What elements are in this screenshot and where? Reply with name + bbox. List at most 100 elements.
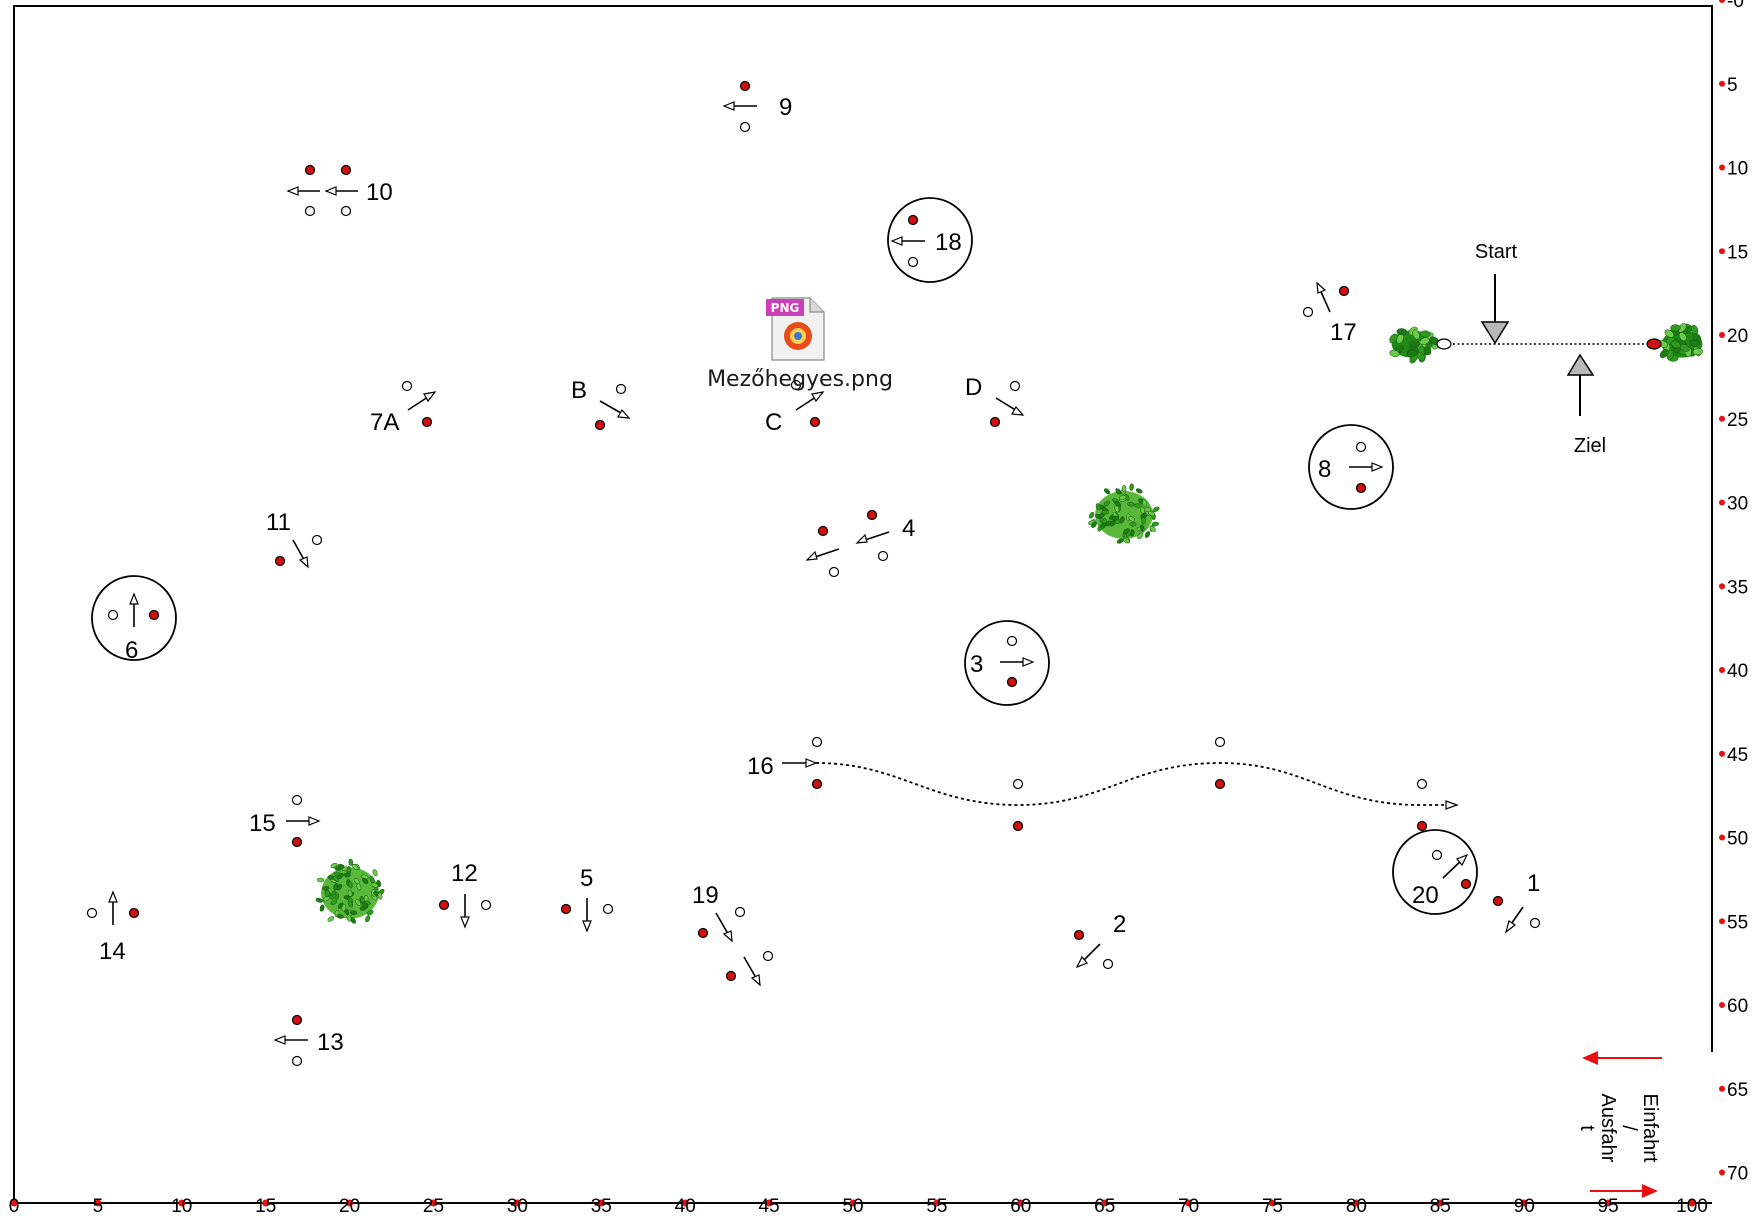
- x-tick-dot: [1101, 1199, 1109, 1207]
- x-tick-label: 15: [255, 1196, 276, 1216]
- hedges: [315, 323, 1704, 924]
- y-tick-label: 55: [1727, 912, 1748, 933]
- start-label: Start: [1475, 241, 1518, 263]
- y-tick-dot: [1719, 332, 1725, 338]
- y-tick-label: 25: [1727, 410, 1748, 431]
- obstacle-3-label: 3: [970, 651, 983, 678]
- y-tick-label: 15: [1727, 242, 1748, 263]
- x-tick-dot: [1688, 1199, 1696, 1207]
- obstacle-18-label: 18: [935, 229, 962, 256]
- y-tick-label: 60: [1727, 996, 1748, 1017]
- y-tick-label: 10: [1727, 159, 1748, 180]
- y-tick-dot: [1719, 583, 1725, 590]
- x-axis: 0 5 10 15 20 25 30 35 40 45 50 55 60 65 70 75 80 85 90 95 10…: [9, 1196, 1708, 1216]
- entry-exit-line-3: Ausfahr: [1597, 1094, 1619, 1163]
- x-tick-dot: [597, 1199, 605, 1207]
- obstacle-20: 20: [1392, 829, 1478, 915]
- y-tick-dot: [1719, 1002, 1725, 1008]
- y-tick-dot: [1719, 667, 1725, 673]
- x-tick-dot: [430, 1199, 437, 1207]
- ziel-arrow-head: [1566, 353, 1595, 376]
- entry-exit-line-2: /: [1618, 1125, 1640, 1131]
- obstacle-13: 13: [273, 1014, 344, 1067]
- obstacle-9: 9: [722, 80, 792, 133]
- ziel-label: Ziel: [1574, 435, 1606, 457]
- x-tick-label: 65: [1094, 1196, 1115, 1216]
- x-tick-dot: [1520, 1199, 1528, 1207]
- x-tick-label: 30: [507, 1196, 528, 1216]
- obstacle-14-label: 14: [99, 938, 126, 965]
- y-tick-dot: [1719, 750, 1725, 757]
- x-tick-label: 50: [842, 1196, 863, 1216]
- x-tick-dot: [1269, 1199, 1276, 1207]
- obstacle-4-label: 4: [902, 515, 915, 542]
- obstacle-2-label: 2: [1113, 911, 1126, 938]
- x-tick-label: 25: [423, 1196, 444, 1216]
- x-tick-label: 55: [926, 1196, 947, 1216]
- x-tick-label: 0: [9, 1196, 20, 1216]
- obstacle-18: 18: [887, 197, 973, 283]
- x-tick-dot: [346, 1199, 354, 1207]
- obstacle-17: 17: [1302, 281, 1357, 346]
- y-tick-dot: [1719, 415, 1725, 422]
- hedge-bush: [1088, 483, 1160, 544]
- y-tick-label: 70: [1727, 1164, 1748, 1185]
- obstacle-15-label: 15: [249, 810, 276, 837]
- x-tick-dot: [1185, 1199, 1193, 1207]
- obstacle-d-label: D: [965, 374, 982, 401]
- obstacle-19: 19: [692, 882, 774, 987]
- obstacle-15: 15: [249, 794, 321, 848]
- x-tick-dot: [1017, 1199, 1025, 1207]
- x-tick-label: 80: [1346, 1196, 1367, 1216]
- obstacle-14: 14: [86, 890, 140, 965]
- obstacle-11-label: 11: [266, 509, 291, 536]
- x-tick-label: 10: [171, 1196, 192, 1216]
- start-post-red: [1646, 338, 1662, 350]
- png-file-icon[interactable]: PNG: [766, 297, 825, 361]
- obstacle-8: 8: [1308, 424, 1394, 510]
- obstacle-13-label: 13: [317, 1029, 344, 1056]
- obstacle-5: 5: [560, 865, 614, 933]
- x-tick-dot: [765, 1199, 773, 1207]
- obstacle-b-label: B: [571, 377, 587, 404]
- x-tick-label: 45: [759, 1196, 780, 1216]
- obstacle-6-label: 6: [125, 637, 138, 664]
- obstacle-d: D: [965, 374, 1025, 428]
- y-tick-dot: [1719, 1085, 1725, 1092]
- x-tick-label: 90: [1514, 1196, 1535, 1216]
- x-tick-dot: [933, 1199, 941, 1207]
- obstacle-1: 1: [1492, 870, 1540, 934]
- x-tick-label: 35: [591, 1196, 612, 1216]
- obstacle-1-label: 1: [1527, 870, 1540, 897]
- x-tick-dot: [178, 1199, 186, 1207]
- y-tick-label: 30: [1727, 494, 1748, 515]
- obstacle-7a: 7A: [370, 380, 437, 436]
- start-finish-line: Start Ziel: [1436, 241, 1662, 457]
- entry-exit-line-1: Einfahrt: [1639, 1094, 1661, 1163]
- obstacle-c: C: [765, 379, 825, 436]
- obstacle-6: 6: [91, 575, 177, 664]
- obstacle-18-ring: [887, 197, 973, 283]
- entry-exit-line-4: t: [1576, 1125, 1598, 1131]
- obstacle-c-label: C: [765, 409, 782, 436]
- obstacle-3-ring: [964, 620, 1050, 706]
- png-file-label[interactable]: Mezőhegyes.png: [707, 367, 893, 392]
- hedge-bush: [1657, 323, 1704, 362]
- obstacle-19-label: 19: [692, 882, 719, 909]
- y-tick-label: 65: [1727, 1080, 1748, 1101]
- y-tick-dot: [1719, 248, 1725, 255]
- obstacle-5-label: 5: [580, 865, 593, 892]
- x-tick-dot: [681, 1199, 689, 1207]
- obstacle-2: 2: [1073, 911, 1126, 970]
- x-tick-dot: [262, 1199, 270, 1207]
- obstacle-b: B: [571, 377, 631, 431]
- obstacle-20-ring: [1392, 829, 1478, 915]
- x-tick-label: 100: [1676, 1196, 1708, 1216]
- x-tick-dot: [94, 1199, 102, 1207]
- obstacle-16-label: 16: [747, 753, 774, 780]
- obstacle-10: 10: [286, 164, 393, 217]
- y-tick-label: 5: [1727, 75, 1738, 96]
- png-badge-text: PNG: [771, 301, 800, 315]
- y-tick-dot: [1719, 499, 1725, 506]
- obstacle-4: 4: [805, 509, 915, 578]
